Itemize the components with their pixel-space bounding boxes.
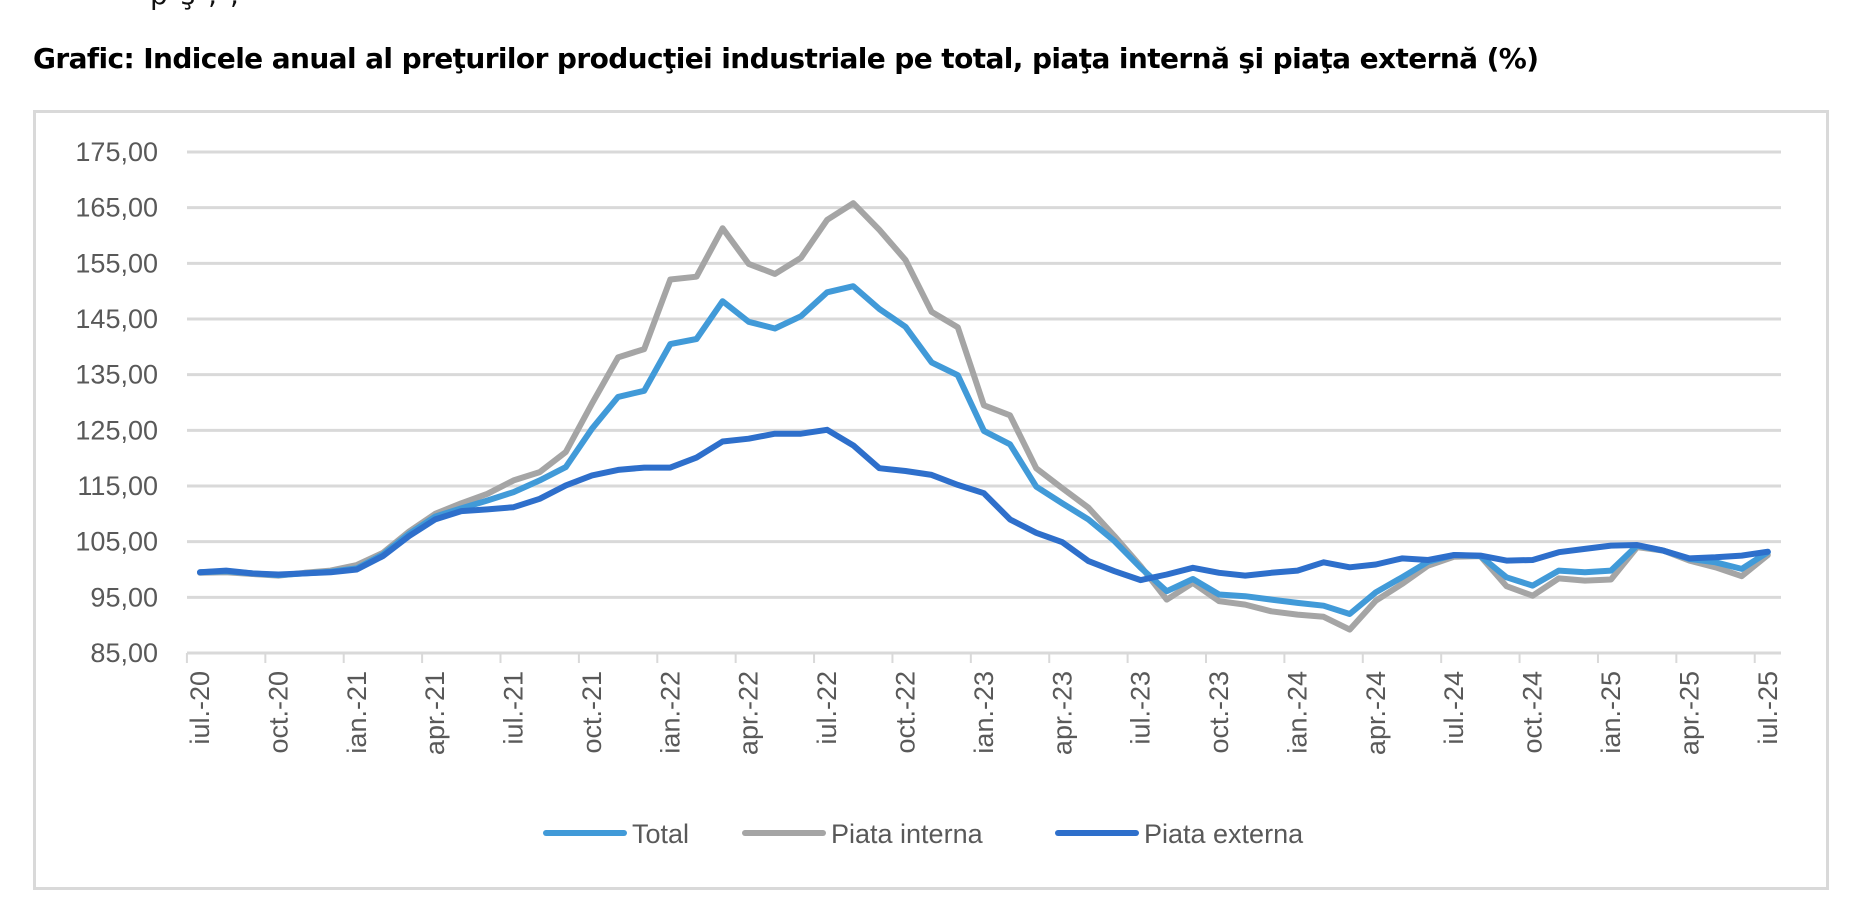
x-tick-label: apr.-22 [734,671,764,755]
y-tick-label: 165,00 [75,193,158,223]
legend-item-piata-interna: Piata interna [742,819,984,849]
x-tick-label: apr.-23 [1047,671,1077,755]
series-line-total [197,283,1771,617]
x-tick-label: ian.-22 [655,671,685,754]
x-tick-label: oct.-20 [263,671,293,754]
legend-label: Piata interna [831,819,984,849]
x-tick-label: apr.-21 [420,671,450,755]
x-tick-label: ian.-24 [1282,671,1312,754]
x-tick-label: iul.-22 [812,671,842,745]
chart-title: Grafic: Indicele anual al preţurilor pro… [33,42,1539,75]
y-tick-label: 175,00 [75,137,158,167]
y-tick-label: 105,00 [75,527,158,557]
y-tick-label: 125,00 [75,415,158,445]
x-axis: iul.-20 oct.-20 ian.-21 apr.-21 iul.-21 oct.-… [185,653,1783,755]
x-tick-label: ian.-21 [342,671,372,754]
x-tick-label: oct.-23 [1204,671,1234,754]
x-tick-label: iul.-24 [1439,671,1469,745]
x-tick-label: oct.-22 [891,671,921,754]
legend-item-total: Total [543,819,689,849]
x-tick-label: ian.-23 [969,671,999,754]
x-tick-label: apr.-25 [1674,671,1704,755]
gridlines [187,150,1781,655]
clipped-previous-text-line: p ş , , [150,0,241,11]
y-tick-label: 155,00 [75,248,158,278]
x-tick-label: iul.-23 [1126,671,1156,745]
x-tick-label: iul.-21 [499,671,529,745]
x-tick-label: iul.-20 [185,671,215,745]
x-tick-label: apr.-24 [1361,671,1391,755]
y-tick-label: 115,00 [77,471,158,501]
y-tick-label: 145,00 [75,304,158,334]
legend-label: Piata externa [1144,819,1304,849]
legend-label: Total [632,819,689,849]
series-line-piata-interna [197,200,1771,633]
y-tick-label: 85,00 [90,638,158,668]
legend-item-piata-externa: Piata externa [1055,819,1304,849]
y-tick-label: 95,00 [90,582,158,612]
chart-frame [33,110,1829,890]
x-tick-label: ian.-25 [1596,671,1626,754]
x-tick-label: iul.-25 [1753,671,1783,745]
series-line-piata-externa [197,426,1771,584]
y-axis: 175,00 165,00 155,00 145,00 135,00 125,00 115,… [75,137,158,668]
series-lines [197,200,1771,633]
x-tick-label: oct.-21 [577,671,607,754]
y-tick-label: 135,00 [75,360,158,390]
x-tick-label: oct.-24 [1518,671,1548,754]
legend: Total Piata interna Piata externa [543,819,1304,849]
